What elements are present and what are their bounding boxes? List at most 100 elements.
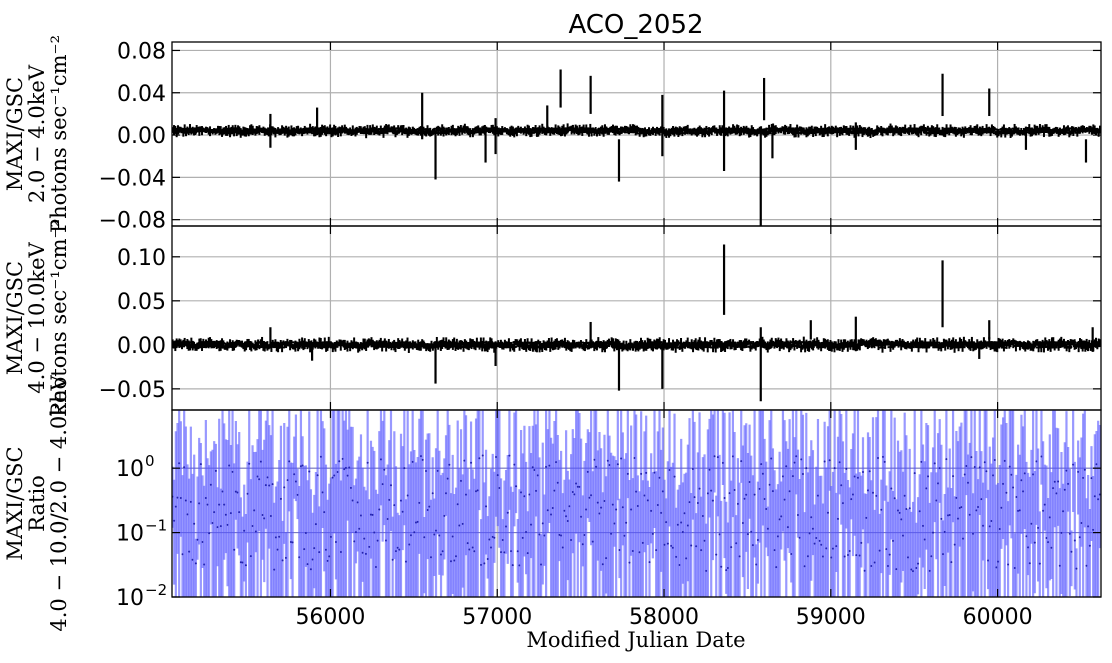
ratio-point bbox=[189, 500, 192, 503]
ratio-point bbox=[261, 514, 264, 517]
panel-frame bbox=[171, 225, 1102, 411]
ratio-point bbox=[386, 518, 389, 521]
ratio-point bbox=[430, 556, 433, 559]
ratio-point bbox=[601, 563, 604, 566]
ratio-point bbox=[912, 570, 915, 573]
ratio-point bbox=[363, 537, 366, 540]
ratio-point bbox=[520, 491, 523, 494]
ratio-point bbox=[963, 473, 966, 476]
ratio-point bbox=[560, 534, 563, 537]
ratio-point bbox=[950, 561, 953, 564]
ratio-point bbox=[413, 531, 416, 534]
ratio-point bbox=[843, 555, 846, 558]
ratio-point bbox=[786, 526, 789, 529]
ratio-point bbox=[653, 471, 656, 474]
ratio-point bbox=[318, 551, 321, 554]
ratio-point bbox=[314, 523, 317, 526]
ratio-point bbox=[278, 535, 281, 538]
ratio-point bbox=[405, 560, 408, 563]
ratio-point bbox=[465, 493, 468, 496]
ratio-point bbox=[299, 465, 302, 468]
ratio-point bbox=[1073, 539, 1076, 542]
ratio-point bbox=[630, 508, 633, 511]
ratio-point bbox=[771, 490, 774, 493]
ratio-point bbox=[399, 499, 402, 502]
ratio-point bbox=[478, 457, 481, 460]
ratio-point bbox=[293, 473, 296, 476]
ratio-point bbox=[606, 459, 609, 462]
ratio-point bbox=[1018, 509, 1021, 512]
ratio-point bbox=[806, 555, 809, 558]
ratio-point bbox=[193, 522, 196, 525]
ratio-point bbox=[841, 502, 844, 505]
ratio-point bbox=[775, 566, 778, 569]
ratio-point bbox=[283, 486, 286, 489]
ratio-point bbox=[339, 551, 342, 554]
ratio-point bbox=[595, 465, 598, 468]
ratio-point bbox=[967, 481, 970, 484]
ratio-point bbox=[631, 549, 634, 552]
ratio-point bbox=[486, 557, 489, 560]
ratio-point bbox=[998, 528, 1001, 531]
ratio-point bbox=[359, 514, 362, 517]
ratio-point bbox=[793, 461, 796, 464]
ratio-point bbox=[851, 493, 854, 496]
ratio-point bbox=[753, 493, 756, 496]
ratio-point bbox=[736, 502, 739, 505]
ratio-point bbox=[211, 521, 214, 524]
ratio-point bbox=[726, 567, 729, 570]
ratio-point bbox=[516, 550, 519, 553]
ratio-point bbox=[1063, 488, 1066, 491]
ratio-point bbox=[376, 539, 379, 542]
ratio-point bbox=[456, 503, 459, 506]
ratio-point bbox=[423, 536, 426, 539]
ratio-point bbox=[216, 526, 219, 529]
ratio-point bbox=[328, 555, 331, 558]
ratio-point bbox=[620, 457, 623, 460]
ratio-point bbox=[515, 485, 518, 488]
ratio-point bbox=[1043, 503, 1046, 506]
ratio-point bbox=[308, 470, 311, 473]
ratio-point bbox=[1075, 567, 1078, 570]
ratio-point bbox=[263, 517, 266, 520]
ratio-point bbox=[348, 466, 351, 469]
ratio-point bbox=[853, 475, 856, 478]
y-tick-label: 10 bbox=[116, 586, 144, 611]
ratio-point bbox=[563, 509, 566, 512]
ratio-point bbox=[683, 512, 686, 515]
ratio-point bbox=[861, 470, 864, 473]
ratio-point bbox=[942, 553, 945, 556]
ratio-point bbox=[776, 535, 779, 538]
ratio-point bbox=[1037, 526, 1040, 529]
ratio-point bbox=[970, 456, 973, 459]
ratio-point bbox=[1090, 477, 1093, 480]
ratio-point bbox=[483, 562, 486, 565]
ratio-point bbox=[284, 556, 287, 559]
ratio-point bbox=[666, 542, 669, 545]
ratio-point bbox=[243, 529, 246, 532]
ratio-point bbox=[1048, 516, 1051, 519]
ratio-point bbox=[640, 472, 643, 475]
ratio-point bbox=[947, 514, 950, 517]
ratio-point bbox=[371, 513, 374, 516]
ratio-point bbox=[801, 473, 804, 476]
ratio-point bbox=[510, 550, 513, 553]
ratio-point bbox=[209, 483, 212, 486]
ratio-point bbox=[865, 516, 868, 519]
ratio-point bbox=[873, 561, 876, 564]
data-series bbox=[172, 69, 1101, 226]
ratio-point bbox=[410, 534, 413, 537]
ratio-point bbox=[913, 472, 916, 475]
ratio-point bbox=[705, 569, 708, 572]
ratio-point bbox=[651, 532, 654, 535]
ratio-point bbox=[581, 543, 584, 546]
ratio-point bbox=[785, 465, 788, 468]
ratio-point bbox=[428, 505, 431, 508]
ratio-point bbox=[228, 464, 231, 467]
ratio-point bbox=[660, 511, 663, 514]
ratio-point bbox=[433, 533, 436, 536]
ratio-point bbox=[768, 483, 771, 486]
ratio-point bbox=[917, 562, 920, 565]
y-axis-label-line: 2.0 − 4.0keV bbox=[25, 64, 49, 203]
ratio-point bbox=[907, 556, 910, 559]
